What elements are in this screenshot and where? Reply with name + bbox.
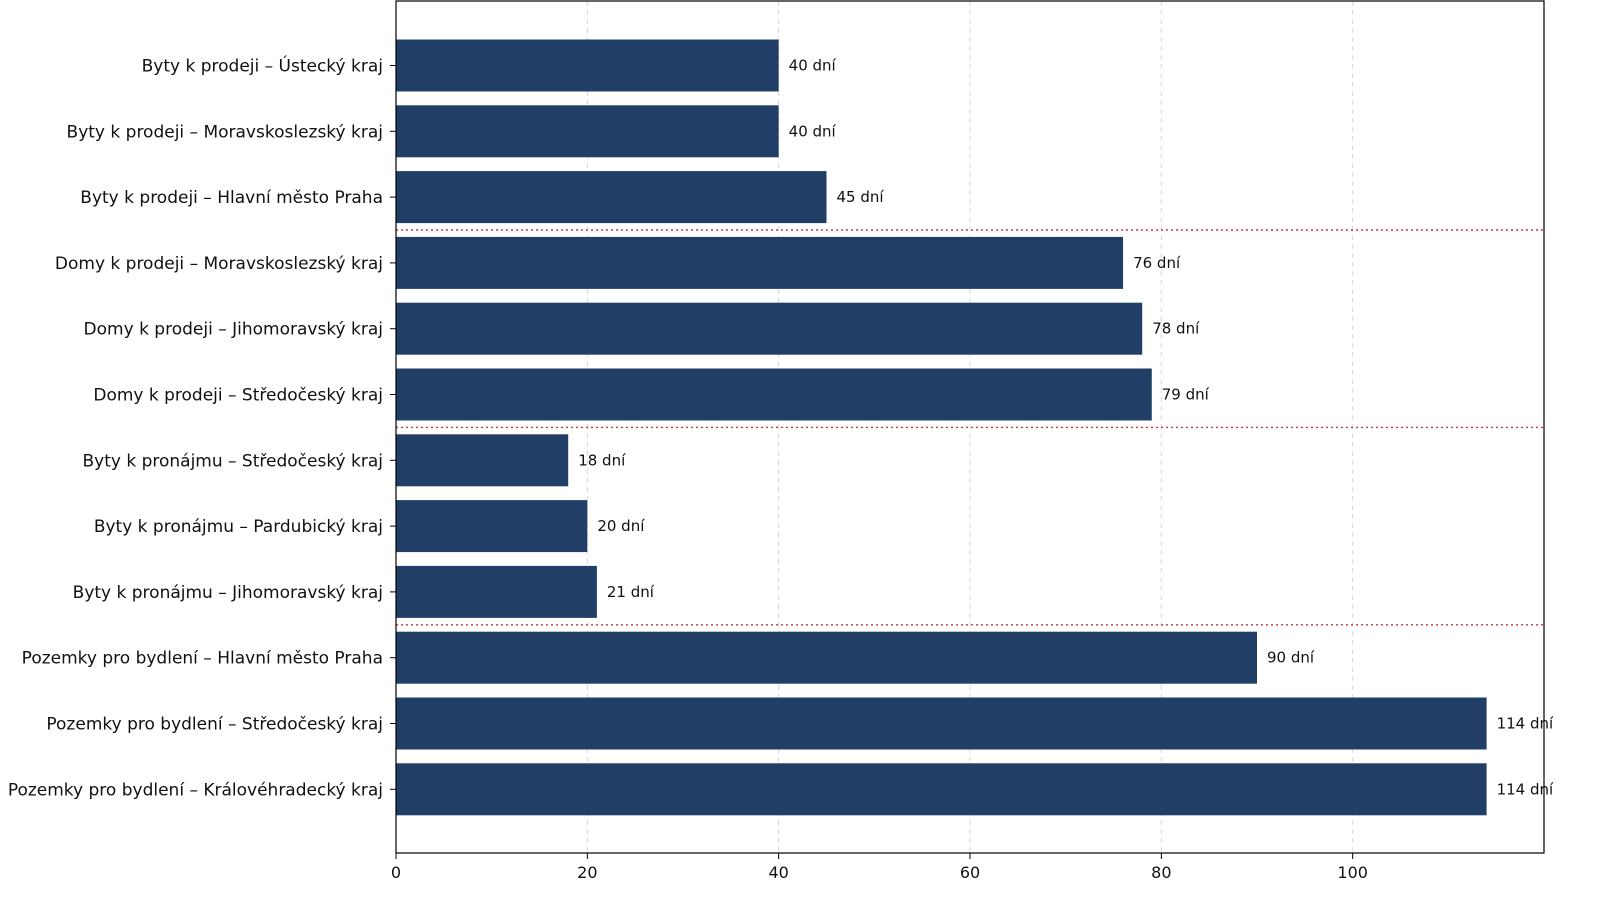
category-label: Byty k prodeji – Moravskoslezský kraj [67,122,383,142]
bar [396,434,569,487]
bar [396,302,1143,355]
x-tick-label: 20 [577,863,597,882]
x-tick-label: 0 [391,863,401,882]
value-label: 20 dní [597,517,645,535]
x-tick-label: 100 [1337,863,1368,882]
category-label: Byty k pronájmu – Jihomoravský kraj [73,583,383,603]
value-label: 40 dní [789,122,837,140]
x-tick-label: 60 [960,863,980,882]
value-label: 21 dní [607,583,655,601]
value-label: 79 dní [1162,386,1210,404]
x-tick-label: 80 [1151,863,1171,882]
category-label: Byty k prodeji – Ústecký kraj [142,55,383,77]
bar [396,236,1124,289]
category-label: Pozemky pro bydlení – Hlavní město Praha [22,649,383,669]
category-label: Byty k prodeji – Hlavní město Praha [80,188,383,208]
value-labels: 40 dní 40 dní 45 dní 76 dní 78 dní 79 dní 18 d… [578,57,1554,799]
value-label: 40 dní [789,57,837,75]
value-label: 114 dní [1497,715,1554,733]
category-label: Domy k prodeji – Moravskoslezský kraj [55,254,383,274]
category-label: Domy k prodeji – Jihomoravský kraj [84,320,383,340]
category-label: Domy k prodeji – Středočeský kraj [93,386,383,406]
bar [396,500,588,553]
group-separators [396,229,1544,626]
value-label: 90 dní [1267,649,1315,667]
bar [396,697,1487,750]
bar [396,565,597,618]
bar [396,39,779,92]
category-label: Pozemky pro bydlení – Středočeský kraj [46,715,383,735]
bar [396,105,779,158]
category-labels: Byty k prodeji – Ústecký kraj Byty k prod… [8,55,396,800]
category-label: Byty k pronájmu – Středočeský kraj [82,451,383,471]
value-label: 76 dní [1133,254,1181,272]
value-label: 18 dní [578,451,626,469]
bar [396,368,1152,421]
category-label: Pozemky pro bydlení – Královéhradecký kr… [8,780,383,800]
category-label: Byty k pronájmu – Pardubický kraj [94,517,383,537]
value-label: 114 dní [1497,780,1554,798]
value-label: 45 dní [837,188,885,206]
value-label: 78 dní [1152,320,1200,338]
bar [396,763,1487,816]
bar [396,171,827,224]
bar [396,631,1257,684]
x-tick-label: 40 [768,863,788,882]
x-ticks: 0 20 40 60 80 100 [391,853,1368,882]
bars [396,39,1487,816]
